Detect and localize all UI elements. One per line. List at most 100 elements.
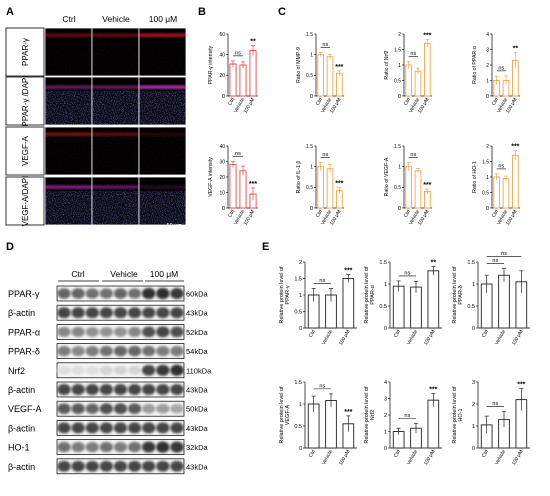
blot-band bbox=[156, 460, 170, 472]
blot-band bbox=[156, 441, 170, 453]
y-tick-label: 2 bbox=[486, 63, 489, 69]
bar bbox=[239, 64, 247, 97]
micrograph-col-100um: 100 μM bbox=[149, 14, 178, 24]
sig-label-vehicle: ns bbox=[498, 163, 504, 169]
panel-letter-a: A bbox=[6, 6, 14, 18]
bar bbox=[335, 72, 343, 97]
blot-band bbox=[71, 403, 85, 415]
stain-band bbox=[45, 85, 92, 89]
blot-band bbox=[141, 422, 156, 434]
y-tick-label: 30 bbox=[219, 159, 225, 165]
sig-label-vehicle: ns bbox=[404, 413, 410, 419]
y-tick-label: 0.5 bbox=[467, 304, 475, 310]
y-tick-label: 1 bbox=[299, 293, 302, 299]
blot-protein-label: HO-1 bbox=[8, 443, 30, 453]
y-axis-label: Relative protein level of bbox=[364, 386, 370, 444]
blot-band bbox=[156, 287, 170, 300]
bar bbox=[498, 274, 510, 329]
panel-letter-d: D bbox=[6, 241, 14, 253]
blot-band bbox=[156, 346, 170, 357]
blot-band bbox=[170, 422, 184, 434]
x-tick-label: Vehicle bbox=[321, 449, 334, 466]
y-tick-label: 3 bbox=[486, 47, 489, 53]
y-tick-label: 1.5 bbox=[306, 144, 313, 150]
y-axis-label: Ratio of IL-1 β bbox=[296, 161, 302, 194]
blot-band bbox=[127, 307, 142, 319]
blot-band bbox=[141, 307, 156, 319]
y-tick-label: 2 bbox=[384, 413, 387, 419]
stain-band bbox=[139, 132, 186, 136]
blot-band bbox=[99, 326, 114, 337]
blot-band bbox=[71, 460, 85, 472]
bar bbox=[511, 154, 519, 209]
y-tick-label: 0 bbox=[398, 94, 401, 100]
chart-e2: 0 0.5 1 1.5 Relative protein level of PPAR-α C… bbox=[364, 259, 442, 347]
y-tick-label: 0 bbox=[398, 206, 401, 212]
stain-band bbox=[139, 185, 186, 189]
blot-protein-label: PPAR-γ bbox=[8, 289, 40, 299]
y-tick-label: 1 bbox=[398, 63, 401, 69]
y-tick-label: 3 bbox=[384, 396, 387, 402]
blot-band bbox=[57, 326, 71, 337]
x-tick-label: Ctrl bbox=[393, 329, 402, 339]
y-axis-label: Relative protein level of bbox=[279, 266, 285, 324]
y-tick-label: 40 bbox=[219, 52, 225, 58]
panel-letter-b: B bbox=[198, 6, 206, 18]
blot-band bbox=[156, 326, 170, 338]
micrograph-panel: Ctrl Vehicle 100 μM PPAR-γ PPAR-γ /DAPI VE… bbox=[5, 14, 187, 230]
x-tick-label: Ctrl bbox=[393, 449, 402, 459]
x-tick-label: Ctrl bbox=[315, 209, 324, 219]
blot-band bbox=[57, 441, 71, 453]
bar bbox=[427, 270, 440, 329]
sig-label-treatment: *** bbox=[344, 409, 352, 416]
y-tick-label: 3 bbox=[472, 380, 475, 386]
bar bbox=[423, 42, 431, 97]
sig-label-vehicle: ns bbox=[410, 51, 416, 57]
blot-protein-label: PPAR-α bbox=[8, 327, 40, 337]
blot-band bbox=[156, 307, 170, 319]
stain-band bbox=[92, 33, 139, 37]
blot-band bbox=[85, 460, 100, 472]
sig-label-treatment: *** bbox=[335, 64, 343, 71]
blot-kda-label: 43kDa bbox=[186, 462, 209, 471]
blot-kda-label: 54kDa bbox=[186, 347, 209, 356]
sig-label-treatment: ** bbox=[250, 38, 256, 45]
x-tick-label: Vehicle bbox=[321, 329, 334, 346]
blot-band bbox=[57, 288, 71, 299]
blot-protein-label: β-actin bbox=[8, 423, 35, 433]
blot-band bbox=[141, 384, 156, 395]
y-tick-label: 0 bbox=[299, 446, 302, 452]
y-tick-label: 1 bbox=[486, 78, 489, 84]
blot-band bbox=[113, 403, 128, 415]
y-axis-label-protein: PPAR-α bbox=[370, 284, 376, 304]
sig-label-treatment: *** bbox=[423, 33, 431, 40]
blot-band bbox=[99, 422, 114, 434]
y-tick-label: 0.5 bbox=[394, 78, 401, 84]
blot-band bbox=[113, 288, 128, 299]
x-tick-label: Ctrl bbox=[481, 329, 490, 339]
blot-protein-label: VEGF-A bbox=[8, 404, 42, 414]
stain-band bbox=[92, 132, 139, 136]
micrograph-row-label: PPAR-γ bbox=[21, 38, 30, 66]
y-tick-label: 2 bbox=[472, 402, 475, 408]
blot-band bbox=[113, 384, 128, 395]
y-tick-label: 20 bbox=[219, 175, 225, 181]
y-axis-label: Relative protein level of bbox=[452, 386, 458, 444]
blot-band bbox=[85, 442, 100, 453]
sig-label-vehicle: ns bbox=[319, 278, 325, 284]
blot-protein-label: β-actin bbox=[8, 462, 35, 472]
y-tick-label: 10 bbox=[219, 190, 225, 196]
blot-band bbox=[141, 460, 156, 472]
blot-kda-label: 60kDa bbox=[186, 290, 209, 299]
blot-band bbox=[127, 288, 142, 299]
x-tick-label: Vehicle bbox=[494, 329, 507, 346]
y-tick-label: 1 bbox=[299, 402, 302, 408]
sig-label-vehicle: ns bbox=[235, 50, 241, 56]
sig-label-vehicle: ns bbox=[319, 383, 325, 389]
stain-band bbox=[45, 33, 92, 37]
sig-label-treatment: *** bbox=[335, 180, 343, 187]
blot-band bbox=[141, 403, 156, 414]
